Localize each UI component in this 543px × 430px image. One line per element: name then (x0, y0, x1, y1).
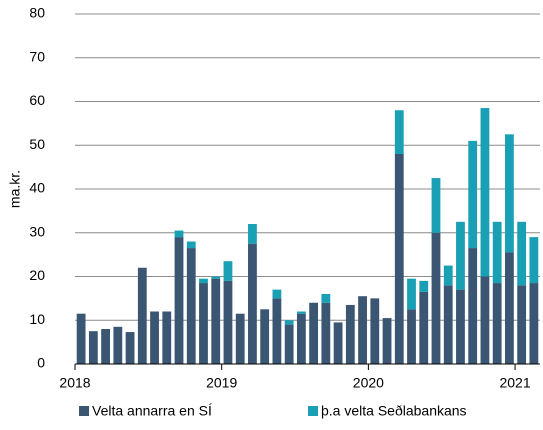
legend-swatch (79, 406, 89, 416)
bar-segment (223, 261, 233, 281)
x-tick-label: 2020 (353, 375, 384, 391)
y-tick-label: 50 (29, 136, 45, 152)
bar-segment (505, 134, 514, 253)
bar-segment (284, 320, 294, 325)
bar-segment (199, 278, 208, 284)
bar-segment (443, 265, 453, 286)
bar-segment (517, 285, 527, 364)
bar-segment (113, 326, 123, 364)
bar-segment (468, 248, 478, 364)
bar-segment (223, 280, 233, 364)
bar-segment (309, 302, 319, 364)
bar-segment (345, 304, 355, 364)
bar-segment (76, 313, 86, 364)
legend-swatch (308, 406, 318, 416)
bar-segment (517, 221, 527, 286)
bar-segment (150, 311, 159, 364)
bar-segment (235, 313, 245, 364)
legend-label: Velta annarra en SÍ (92, 403, 212, 419)
bar-segment (211, 278, 221, 364)
bar-segment (480, 108, 490, 277)
bar-segment (370, 298, 380, 364)
bar-segment (456, 289, 465, 364)
bar-segment (248, 224, 257, 244)
bar-segment (199, 283, 208, 364)
bar-segment (394, 110, 404, 154)
bar-segment (186, 241, 196, 249)
x-tick-label: 2021 (499, 375, 530, 391)
bar-segment (284, 324, 294, 364)
bar-segment (468, 140, 478, 249)
y-tick-label: 40 (29, 180, 45, 196)
bar-segment (272, 298, 282, 364)
y-tick-label: 60 (29, 92, 45, 108)
bar-segment (248, 243, 257, 364)
bar-segment (101, 329, 110, 364)
x-tick-label: 2019 (206, 375, 237, 391)
bar-segment (321, 302, 331, 364)
bar-segment (431, 232, 441, 364)
bar-segment (125, 332, 135, 364)
y-tick-label: 20 (29, 267, 45, 283)
y-tick-label: 10 (29, 311, 45, 327)
bar-segment (456, 221, 465, 290)
y-tick-label: 30 (29, 223, 45, 239)
legend-label: þ.a velta Seðlabankans (321, 403, 467, 419)
bar-segment (174, 230, 184, 238)
bar-segment (394, 154, 404, 364)
bar-segment (529, 237, 539, 284)
bar-segment (492, 221, 502, 284)
bar-segment (419, 291, 429, 364)
bar-segment (174, 237, 184, 364)
bar-segment (431, 178, 441, 233)
bar-segment (186, 248, 196, 364)
bar-segment (333, 322, 343, 364)
bar-segment (480, 276, 490, 364)
bar-segment (407, 278, 416, 310)
y-tick-label: 70 (29, 48, 45, 64)
bar-segment (358, 296, 367, 364)
y-tick-label: 0 (37, 355, 45, 371)
bar-segment (137, 267, 147, 364)
bar-segment (88, 331, 98, 364)
bar-segment (382, 318, 392, 364)
bar-segment (260, 309, 270, 364)
y-axis-label: ma.kr. (7, 170, 23, 208)
x-tick-label: 2018 (59, 375, 90, 391)
bar-segment (419, 280, 429, 292)
bar-segment (211, 276, 221, 279)
bar-segment (529, 283, 539, 364)
bar-segment (492, 283, 502, 364)
bar-segment (272, 289, 282, 299)
bar-segment (321, 294, 331, 303)
bar-segment (296, 313, 306, 364)
bar-segment (505, 252, 514, 364)
y-tick-label: 80 (29, 5, 45, 21)
bar-segment (296, 311, 306, 314)
bar-segment (443, 285, 453, 364)
bar-segment (407, 309, 416, 364)
bar-segment (162, 311, 172, 364)
